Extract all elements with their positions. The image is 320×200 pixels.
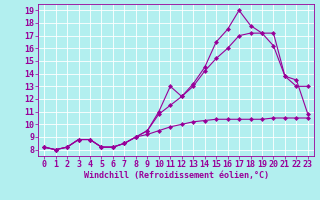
X-axis label: Windchill (Refroidissement éolien,°C): Windchill (Refroidissement éolien,°C) bbox=[84, 171, 268, 180]
